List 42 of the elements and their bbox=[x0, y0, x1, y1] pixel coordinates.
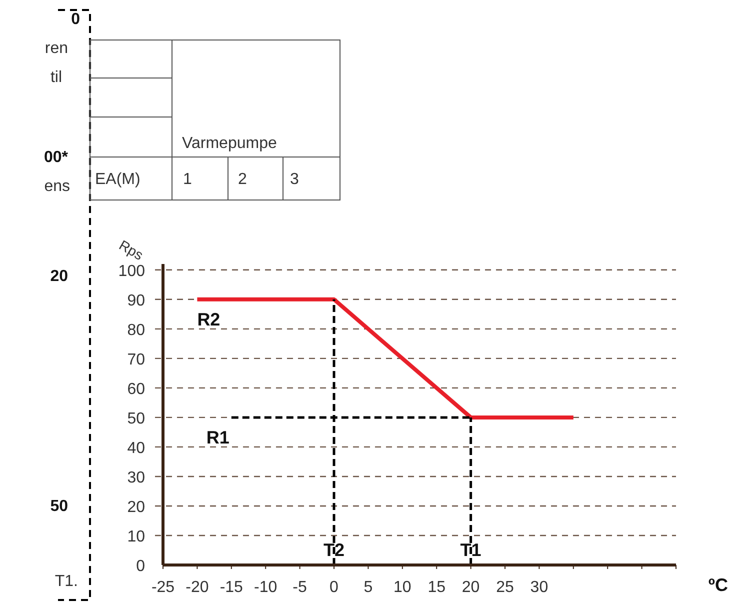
x-tick-label: 10 bbox=[394, 579, 412, 596]
text: 1 bbox=[183, 171, 192, 188]
y-axis-title: Rps bbox=[116, 236, 146, 264]
x-tick-label: 20 bbox=[462, 579, 480, 596]
annotation: T2 bbox=[323, 540, 345, 560]
x-tick-label: -20 bbox=[186, 579, 209, 596]
y-tick-label: 20 bbox=[127, 498, 146, 516]
y-tick-label: 0 bbox=[136, 558, 146, 575]
text: til bbox=[50, 69, 62, 86]
text: EA(M) bbox=[95, 171, 140, 188]
annotation: T1 bbox=[460, 540, 482, 560]
x-tick-label: 5 bbox=[364, 579, 373, 596]
y-tick-label: 10 bbox=[127, 528, 146, 546]
text: Varmepumpe bbox=[182, 135, 277, 152]
x-tick-label: -10 bbox=[254, 579, 278, 596]
y-tick-label: 100 bbox=[118, 262, 146, 280]
x-tick-label: -5 bbox=[292, 579, 308, 596]
text: 2 bbox=[238, 171, 247, 188]
x-tick-label: 0 bbox=[330, 579, 339, 596]
annotation: R2 bbox=[197, 309, 220, 330]
y-tick-label: 50 bbox=[127, 410, 146, 428]
text: 00* bbox=[44, 149, 69, 166]
text: 20 bbox=[50, 268, 68, 285]
y-tick-label: 60 bbox=[127, 380, 146, 398]
text: 50 bbox=[50, 498, 68, 515]
x-tick-label: 15 bbox=[428, 579, 446, 596]
text: T1. bbox=[54, 573, 78, 590]
x-axis-title: ºC bbox=[708, 575, 728, 595]
y-tick-label: 70 bbox=[127, 351, 146, 368]
x-tick-label: -15 bbox=[220, 579, 244, 596]
y-tick-label: 30 bbox=[127, 469, 146, 486]
text: ens bbox=[44, 178, 70, 195]
x-tick-label: 25 bbox=[496, 579, 514, 596]
text: 0 bbox=[71, 11, 80, 28]
text: 3 bbox=[290, 171, 299, 188]
annotation: R1 bbox=[206, 427, 230, 448]
y-tick-label: 80 bbox=[127, 322, 146, 339]
y-tick-label: 90 bbox=[127, 292, 146, 310]
text: ren bbox=[44, 40, 68, 57]
y-tick-label: 40 bbox=[127, 440, 146, 457]
x-tick-label: -25 bbox=[151, 579, 175, 596]
x-tick-label: 30 bbox=[530, 579, 548, 596]
